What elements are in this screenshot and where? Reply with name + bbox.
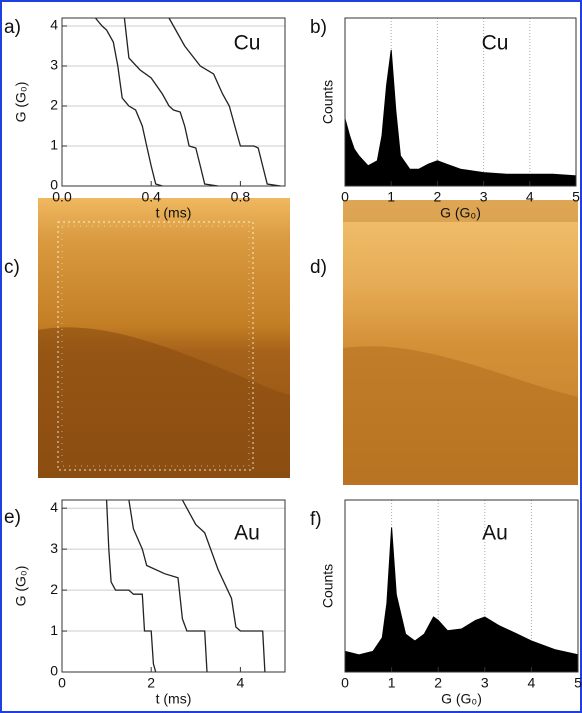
y-tick-label: 0	[50, 177, 58, 193]
x-axis-label: t (ms)	[156, 205, 192, 221]
trace	[94, 17, 163, 187]
x-tick-label: 1	[387, 189, 395, 205]
plot-frame	[61, 499, 286, 673]
x-tick-label: 1	[388, 675, 396, 691]
x-tick-label: 0	[341, 189, 349, 205]
x-tick-label: 0.8	[231, 189, 251, 205]
histogram-area	[344, 527, 579, 673]
y-tick-label: 2	[50, 581, 58, 597]
x-tick-label: 5	[572, 189, 580, 205]
panel-label: f)	[310, 509, 322, 530]
x-tick-label: 4	[237, 675, 245, 691]
trace	[181, 499, 266, 673]
chart-title: Cu	[482, 32, 509, 55]
y-tick-label: 2	[50, 97, 58, 113]
y-axis-label: Counts	[320, 564, 336, 608]
y-axis-label: Counts	[320, 80, 336, 124]
panel-label: e)	[4, 507, 21, 528]
plot-frame	[344, 17, 577, 187]
panel-label: d)	[310, 257, 327, 278]
trace	[168, 17, 281, 187]
x-tick-label: 0.4	[141, 189, 161, 205]
x-tick-label: 0.0	[52, 189, 72, 205]
image-c	[38, 198, 290, 478]
histogram-area	[344, 49, 577, 187]
y-tick-label: 4	[50, 499, 58, 515]
chart-title: Cu	[234, 32, 261, 55]
chart-title: Au	[234, 522, 260, 545]
x-axis-label: G (G₀)	[441, 691, 482, 707]
trace	[105, 499, 157, 673]
x-axis-label: t (ms)	[156, 691, 192, 707]
chart-title: Au	[482, 522, 508, 545]
x-tick-label: 2	[434, 675, 442, 691]
y-axis-label: G (G₀)	[13, 82, 29, 123]
y-tick-label: 1	[50, 622, 58, 638]
panel-label: c)	[4, 257, 20, 278]
x-tick-label: 0	[58, 675, 66, 691]
y-tick-label: 3	[50, 540, 58, 556]
y-axis-label: G (G₀)	[13, 566, 29, 607]
image-d	[343, 200, 578, 485]
x-tick-label: 2	[147, 675, 155, 691]
x-tick-label: 3	[481, 675, 489, 691]
x-tick-label: 4	[526, 189, 534, 205]
x-tick-label: 2	[434, 189, 442, 205]
x-tick-label: 0	[341, 675, 349, 691]
y-tick-label: 4	[50, 17, 58, 33]
panel-label: b)	[310, 17, 327, 38]
trace	[123, 17, 219, 187]
x-tick-label: 4	[528, 675, 536, 691]
y-tick-label: 0	[50, 663, 58, 679]
plot-frame	[61, 17, 286, 187]
x-tick-label: 3	[480, 189, 488, 205]
x-axis-label: G (G₀)	[440, 205, 481, 221]
trace	[128, 499, 208, 673]
plot-frame	[344, 499, 579, 673]
x-tick-label: 5	[574, 675, 582, 691]
y-tick-label: 1	[50, 137, 58, 153]
y-tick-label: 3	[50, 57, 58, 73]
panel-label: a)	[4, 17, 21, 38]
